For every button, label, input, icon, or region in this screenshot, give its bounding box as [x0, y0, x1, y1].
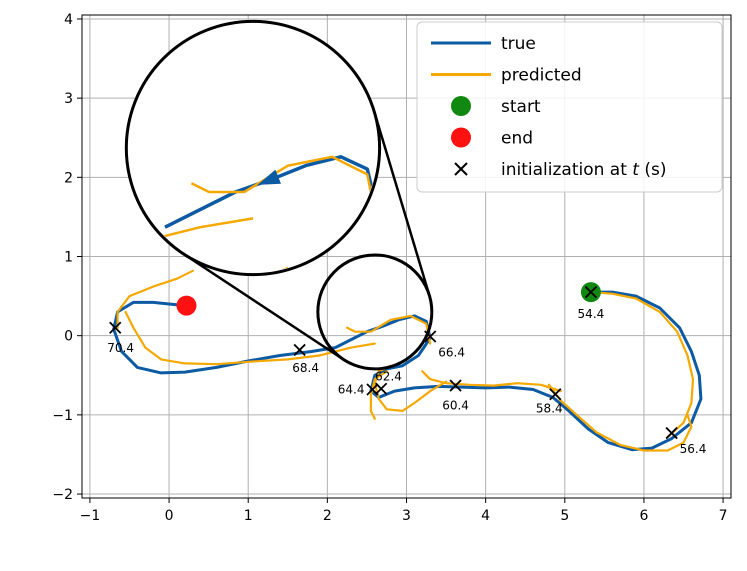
- inset-source-circle: [316, 253, 434, 371]
- init-marker-stroke-b: [665, 426, 678, 440]
- end-marker: [176, 295, 197, 316]
- legend-label-var: t: [632, 160, 640, 180]
- legend-label-prefix: initialization at: [501, 160, 632, 180]
- legend-swatch-start: [451, 96, 471, 116]
- init-time-label: 54.4: [578, 307, 605, 321]
- plot-area: 54.4 56.4 58.4 60.4 62.4 64.4 66.4 68.4 70.4: [107, 269, 707, 456]
- init-marker-stroke-b: [549, 388, 562, 401]
- x-tick-label: 7: [719, 508, 728, 524]
- predicted-trajectory-segment: [116, 269, 194, 329]
- x-tick-label: 0: [165, 508, 174, 524]
- y-tick-label: 0: [64, 329, 73, 345]
- inset-predicted-line: [253, 280, 279, 298]
- legend-swatch-end: [451, 127, 471, 148]
- init-time-label: 66.4: [438, 345, 465, 359]
- init-time-label: 58.4: [536, 401, 563, 415]
- axis-ticks: −1 0 1 2 3 4 5 6 7 −2 −1 0 1 2 3 4: [52, 12, 727, 524]
- init-marker-stroke-b: [375, 382, 388, 395]
- legend-box: [416, 21, 723, 193]
- y-tick-label: −2: [52, 487, 73, 503]
- legend-label-init: initialization at t (s): [501, 160, 666, 180]
- legend-swatch-init: [454, 162, 468, 176]
- x-tick-label: 5: [560, 508, 569, 524]
- init-marker-stroke-b: [293, 343, 306, 357]
- inset-predicted-line: [190, 155, 378, 219]
- x-tick-label: 6: [639, 508, 648, 524]
- inset-zoom-circle: [124, 19, 382, 277]
- inset-connector-line: [182, 252, 345, 361]
- predicted-trajectory-segment: [373, 364, 448, 412]
- init-marker-stroke-b: [109, 321, 122, 334]
- y-tick-label: 3: [64, 91, 73, 107]
- zoom-inset: [124, 19, 434, 371]
- y-tick-label: −1: [52, 408, 73, 424]
- true-trajectory-line: [112, 290, 703, 452]
- inset-direction-arrow: [257, 169, 281, 185]
- init-marker-stroke-b: [424, 330, 437, 343]
- y-tick-label: 4: [64, 12, 73, 28]
- predicted-trajectory-segment: [547, 383, 693, 452]
- y-tick-label: 1: [64, 250, 73, 266]
- init-time-label: 68.4: [292, 361, 319, 375]
- predicted-trajectory-segment: [421, 370, 562, 393]
- legend-label-true: true: [501, 34, 536, 54]
- legend-label-end: end: [501, 129, 533, 149]
- init-marker-stroke-b: [366, 383, 379, 396]
- x-tick-label: 1: [244, 508, 253, 524]
- predicted-trajectory-segment: [589, 291, 695, 439]
- legend-label-pred: predicted: [501, 66, 582, 86]
- x-tick-label: 2: [323, 508, 332, 524]
- init-marker-stroke-b: [584, 285, 598, 299]
- predicted-trajectory-segment: [124, 310, 376, 366]
- legend: true predicted start end initialization at t…: [416, 21, 723, 193]
- predicted-trajectory-segment: [346, 314, 432, 345]
- inset-connector-line: [373, 111, 431, 296]
- x-tick-label: 3: [402, 508, 411, 524]
- x-tick-label: −1: [80, 508, 101, 524]
- y-tick-label: 2: [64, 170, 73, 186]
- init-time-label: 62.4: [375, 370, 402, 384]
- predicted-trajectory-segment: [369, 370, 388, 420]
- legend-label-start: start: [501, 97, 541, 117]
- legend-label-suffix: (s): [639, 160, 667, 180]
- init-time-label: 56.4: [680, 442, 707, 456]
- init-time-label: 64.4: [338, 383, 365, 397]
- init-time-label: 60.4: [442, 399, 469, 413]
- init-marker-stroke-b: [449, 379, 462, 392]
- init-time-label: 70.4: [107, 341, 134, 355]
- x-tick-label: 4: [481, 508, 490, 524]
